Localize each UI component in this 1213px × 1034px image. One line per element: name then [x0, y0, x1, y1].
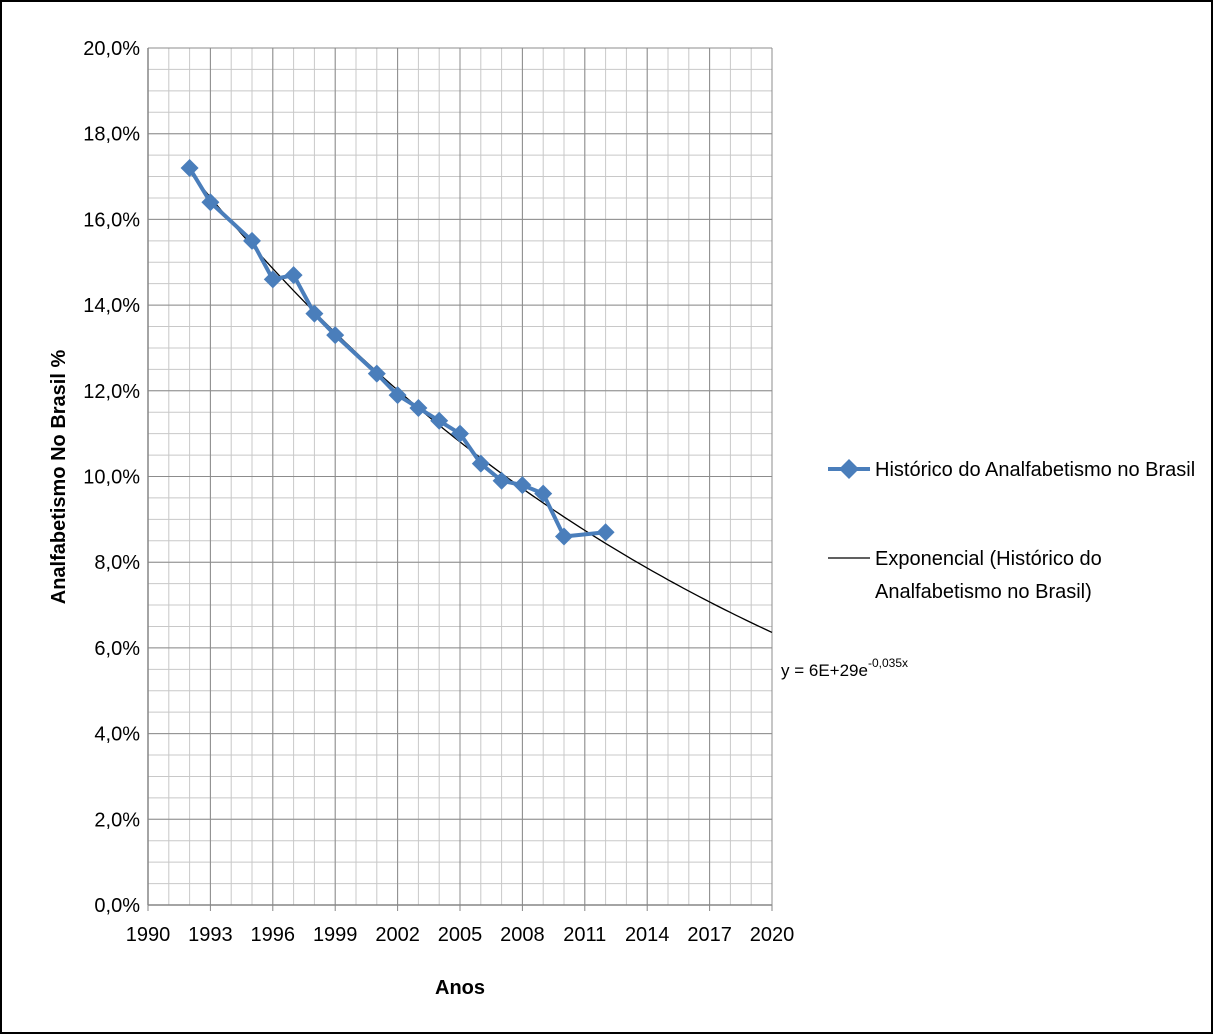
data-point-marker[interactable]: [367, 364, 386, 383]
x-tick-label: 2005: [438, 924, 483, 946]
legend-item-series[interactable]: Histórico do Analfabetismo no Brasil: [828, 459, 1195, 481]
x-tick-label: 1999: [313, 924, 358, 946]
data-point-marker[interactable]: [326, 326, 345, 345]
x-tick-label: 2020: [750, 924, 795, 946]
y-axis-title: Analfabetismo No Brasil %: [48, 350, 70, 605]
data-point-marker[interactable]: [430, 411, 449, 430]
data-point-marker[interactable]: [492, 471, 511, 490]
y-tick-label: 20,0%: [83, 38, 140, 60]
trendline-equation-base: y = 6E+29e: [781, 661, 868, 680]
y-tick-label: 12,0%: [83, 381, 140, 403]
data-point-marker[interactable]: [534, 484, 553, 503]
data-point-marker[interactable]: [201, 193, 220, 212]
data-point-marker[interactable]: [471, 454, 490, 473]
y-tick-label: 6,0%: [94, 638, 140, 660]
x-tick-label: 2014: [625, 924, 670, 946]
x-tick-label: 1996: [251, 924, 296, 946]
data-point-marker[interactable]: [243, 231, 261, 250]
y-tick-label: 10,0%: [83, 467, 140, 489]
data-point-marker[interactable]: [180, 158, 199, 177]
data-point-marker[interactable]: [263, 270, 282, 289]
x-tick-labels: 1990 1993 1996 1999 2002 2005 2008 2011 2014 2017…: [126, 924, 795, 946]
x-tick-label: 1993: [188, 924, 233, 946]
x-tick-label: 2008: [500, 924, 545, 946]
y-tick-labels: 0,0% 2,0% 4,0% 6,0% 8,0% 10,0% 12,0% 14,0% 16,0%…: [83, 38, 140, 917]
x-tick-label: 2002: [375, 924, 420, 946]
y-tick-label: 2,0%: [94, 809, 140, 831]
data-point-marker[interactable]: [513, 476, 532, 495]
axes: [147, 48, 773, 911]
data-point-marker[interactable]: [284, 266, 303, 285]
y-tick-label: 4,0%: [94, 724, 140, 746]
data-point-marker[interactable]: [388, 386, 407, 405]
trendline-equation: y = 6E+29e-0,035x: [781, 656, 908, 680]
legend-trendline-label-line2: Analfabetismo no Brasil): [875, 581, 1092, 603]
x-tick-label: 2017: [687, 924, 732, 946]
series-group: [180, 158, 615, 546]
data-point-marker[interactable]: [305, 304, 324, 323]
data-point-marker[interactable]: [409, 398, 428, 417]
y-tick-label: 16,0%: [83, 209, 140, 231]
legend-item-trendline[interactable]: Exponencial (Histórico do Analfabetismo …: [828, 548, 1102, 603]
data-point-marker[interactable]: [555, 527, 573, 546]
legend-series-marker-swatch: [839, 459, 859, 479]
legend-trendline-label-line1: Exponencial (Histórico do: [875, 548, 1102, 570]
x-tick-label: 1990: [126, 924, 171, 946]
x-tick-label: 2011: [563, 924, 606, 946]
y-tick-label: 0,0%: [94, 895, 140, 917]
x-axis-title: Anos: [435, 977, 485, 999]
y-tick-label: 8,0%: [94, 552, 140, 574]
y-tick-label: 14,0%: [83, 295, 140, 317]
data-point-marker[interactable]: [451, 424, 469, 443]
y-tick-label: 18,0%: [83, 124, 140, 146]
data-point-marker[interactable]: [596, 523, 615, 542]
legend-series-label: Histórico do Analfabetismo no Brasil: [875, 459, 1195, 481]
trendline-equation-exponent: -0,035x: [868, 656, 908, 670]
legend: Histórico do Analfabetismo no Brasil Exp…: [828, 459, 1195, 603]
